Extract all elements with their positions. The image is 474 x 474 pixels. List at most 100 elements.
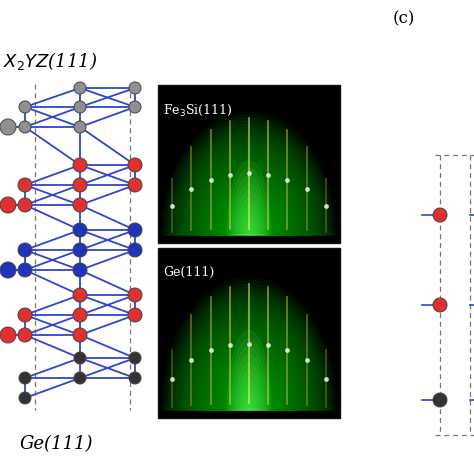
- Text: Fe$_3$Si(111): Fe$_3$Si(111): [163, 103, 232, 118]
- Polygon shape: [201, 337, 297, 410]
- Polygon shape: [234, 183, 264, 235]
- Polygon shape: [225, 374, 273, 410]
- Polygon shape: [229, 380, 269, 410]
- Polygon shape: [223, 370, 275, 410]
- Text: Ge(111): Ge(111): [20, 435, 93, 453]
- Polygon shape: [177, 301, 321, 410]
- Circle shape: [18, 178, 32, 192]
- Polygon shape: [188, 317, 310, 410]
- Circle shape: [73, 243, 87, 257]
- Polygon shape: [225, 201, 273, 235]
- Polygon shape: [247, 232, 251, 235]
- Polygon shape: [247, 407, 251, 410]
- Circle shape: [129, 352, 141, 364]
- Polygon shape: [205, 173, 292, 235]
- Polygon shape: [238, 198, 260, 235]
- Circle shape: [73, 263, 87, 277]
- Polygon shape: [199, 334, 299, 410]
- Polygon shape: [190, 320, 308, 410]
- Text: Ge(111): Ge(111): [163, 266, 214, 279]
- Polygon shape: [219, 192, 280, 235]
- Polygon shape: [216, 189, 282, 235]
- Polygon shape: [205, 344, 292, 410]
- Polygon shape: [231, 383, 266, 410]
- Polygon shape: [236, 362, 262, 410]
- Polygon shape: [203, 340, 295, 410]
- Polygon shape: [219, 364, 280, 410]
- Circle shape: [73, 328, 87, 342]
- Polygon shape: [166, 284, 332, 410]
- Polygon shape: [181, 139, 317, 235]
- Circle shape: [19, 392, 31, 404]
- Polygon shape: [162, 277, 337, 410]
- Circle shape: [433, 393, 447, 407]
- Polygon shape: [197, 161, 301, 235]
- Polygon shape: [231, 346, 266, 410]
- Circle shape: [19, 372, 31, 384]
- Circle shape: [74, 372, 86, 384]
- Circle shape: [0, 262, 16, 278]
- Polygon shape: [242, 386, 255, 410]
- Circle shape: [128, 158, 142, 172]
- Polygon shape: [247, 228, 251, 235]
- Polygon shape: [166, 118, 332, 235]
- Polygon shape: [162, 112, 337, 235]
- Circle shape: [74, 121, 86, 133]
- Polygon shape: [179, 304, 319, 410]
- Polygon shape: [175, 130, 323, 235]
- Circle shape: [129, 372, 141, 384]
- Polygon shape: [181, 307, 317, 410]
- Polygon shape: [175, 297, 323, 410]
- Polygon shape: [234, 213, 264, 235]
- Circle shape: [129, 82, 141, 94]
- Polygon shape: [242, 226, 255, 235]
- Polygon shape: [203, 170, 295, 235]
- Text: (c): (c): [393, 10, 415, 27]
- Polygon shape: [247, 402, 251, 410]
- Circle shape: [18, 263, 32, 277]
- Polygon shape: [173, 294, 326, 410]
- Circle shape: [0, 119, 16, 135]
- Polygon shape: [227, 161, 271, 235]
- Circle shape: [128, 243, 142, 257]
- Polygon shape: [220, 367, 277, 410]
- Polygon shape: [242, 213, 255, 235]
- Circle shape: [128, 178, 142, 192]
- Circle shape: [73, 223, 87, 237]
- Polygon shape: [216, 360, 282, 410]
- Polygon shape: [245, 220, 254, 235]
- Polygon shape: [183, 310, 315, 410]
- Polygon shape: [238, 370, 260, 410]
- Polygon shape: [208, 176, 291, 235]
- Polygon shape: [242, 400, 255, 410]
- Polygon shape: [192, 155, 306, 235]
- Polygon shape: [240, 223, 258, 235]
- Polygon shape: [186, 314, 312, 410]
- Polygon shape: [168, 121, 330, 235]
- Circle shape: [0, 327, 16, 343]
- Polygon shape: [231, 176, 266, 235]
- Polygon shape: [208, 347, 291, 410]
- Polygon shape: [170, 291, 328, 410]
- Circle shape: [433, 208, 447, 222]
- Polygon shape: [214, 186, 284, 235]
- Polygon shape: [164, 115, 334, 235]
- Circle shape: [18, 243, 32, 257]
- Polygon shape: [212, 182, 286, 235]
- Circle shape: [73, 288, 87, 302]
- Polygon shape: [201, 167, 297, 235]
- Polygon shape: [229, 338, 269, 410]
- Circle shape: [74, 101, 86, 113]
- Circle shape: [129, 101, 141, 113]
- Polygon shape: [240, 205, 258, 235]
- Polygon shape: [210, 350, 288, 410]
- Circle shape: [18, 198, 32, 212]
- Circle shape: [74, 352, 86, 364]
- Polygon shape: [236, 390, 262, 410]
- Circle shape: [19, 101, 31, 113]
- Circle shape: [128, 288, 142, 302]
- Polygon shape: [231, 210, 266, 235]
- Polygon shape: [179, 137, 319, 235]
- Polygon shape: [194, 158, 304, 235]
- Polygon shape: [183, 143, 315, 235]
